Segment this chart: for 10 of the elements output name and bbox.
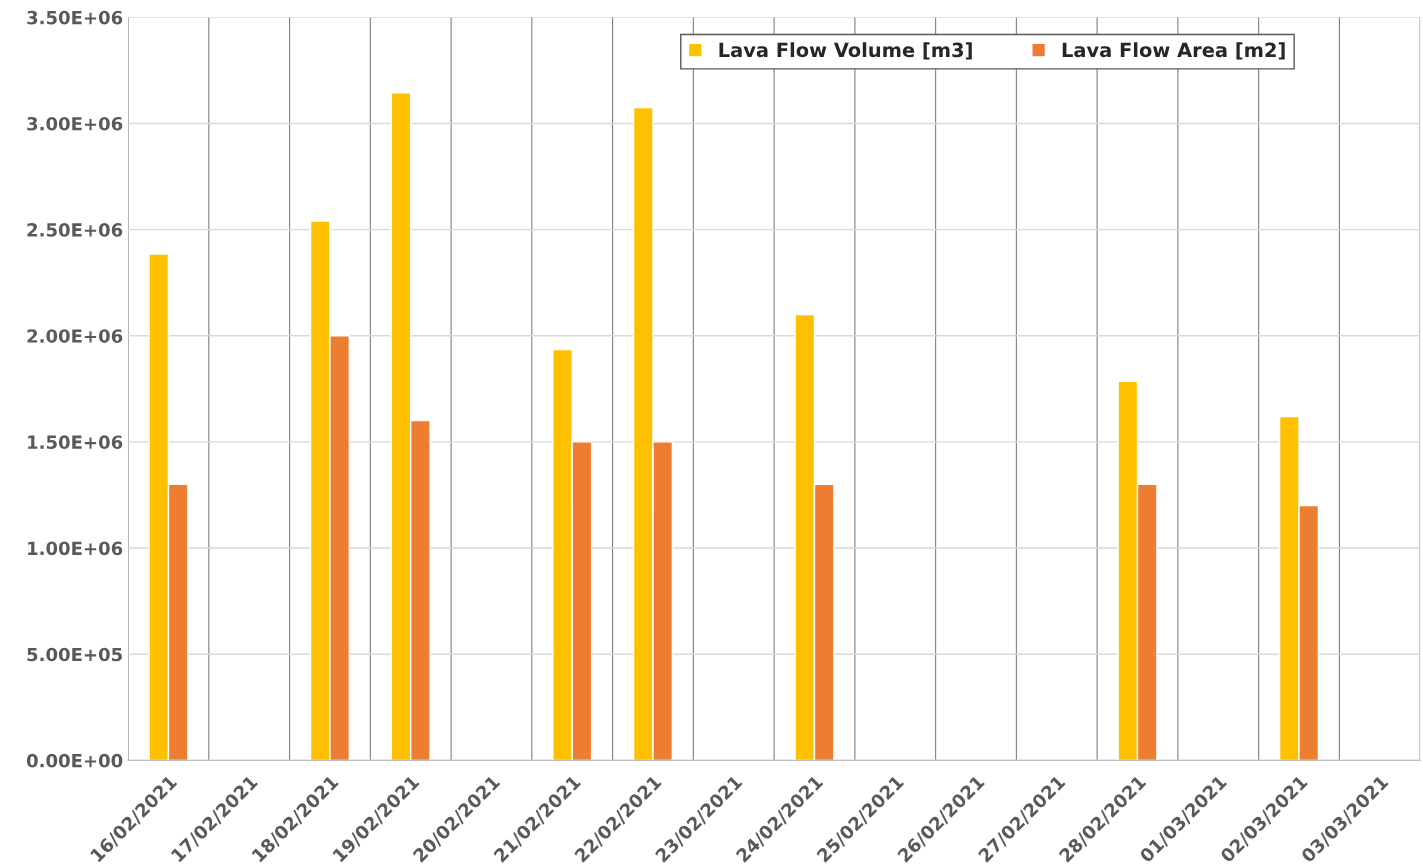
y-tick-label: 1.00E+06	[28, 541, 123, 556]
y-tick-label: 3.00E+06	[27, 116, 123, 131]
y-tick-label: 0.00E+00	[26, 753, 123, 768]
legend-label: Lava Flow Area [m2]	[1062, 42, 1285, 60]
y-tick-label: 5.00E+05	[27, 647, 122, 662]
y-tick-label: 2.50E+06	[27, 223, 123, 237]
y-tick-label: 1.50E+06	[28, 435, 123, 450]
legend-label: Lava Flow Volume [m3]	[719, 42, 972, 60]
y-tick-label: 2.00E+06	[27, 329, 123, 343]
y-tick-label: 3.50E+06	[27, 10, 123, 25]
